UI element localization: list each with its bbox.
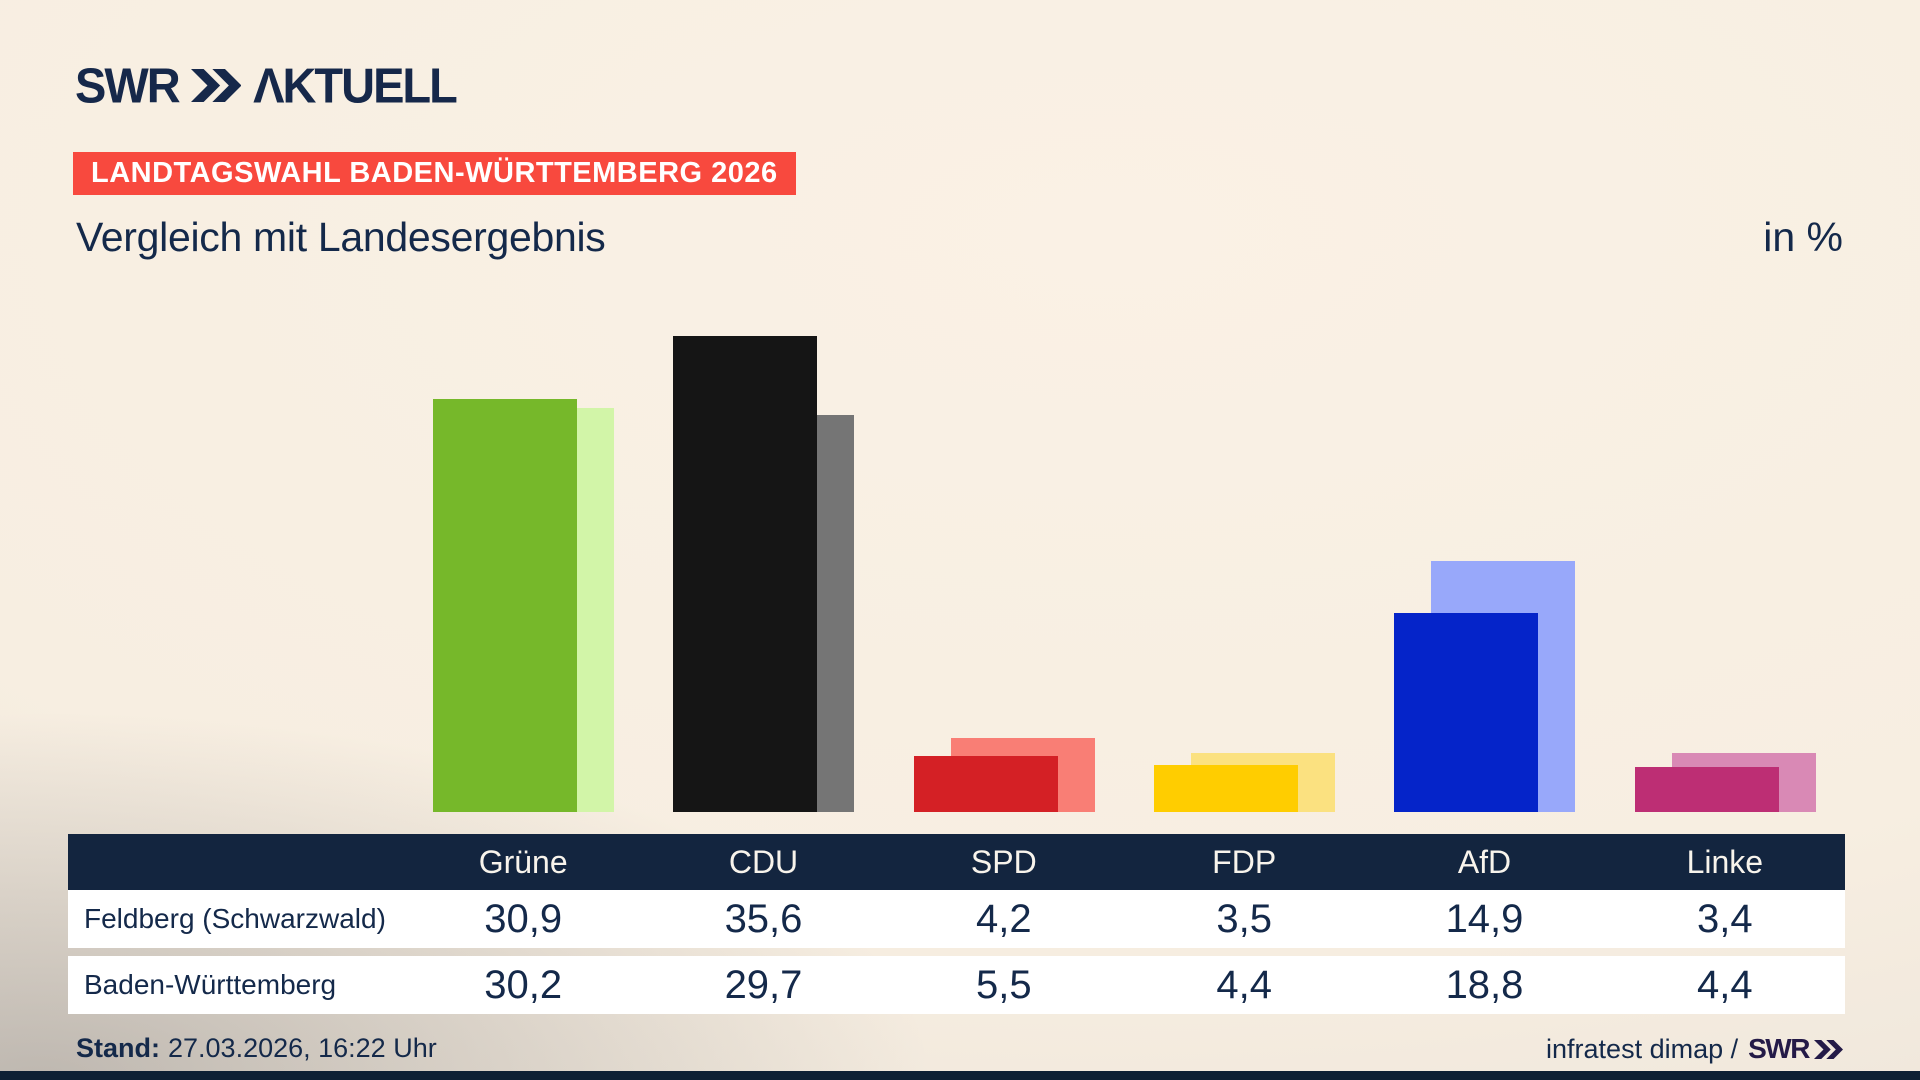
cell-land-afd: 18,8 [1445,963,1524,1007]
swr-mini-logo: SWR [1748,1033,1843,1065]
bar-feldberg-linke [1634,766,1779,812]
aktuell-logo-text: ΛKTUELL [253,57,458,114]
cell-feldberg-spd: 4,2 [976,897,1032,941]
unit-label: in % [1763,214,1843,260]
timestamp: Stand: 27.03.2026, 16:22 Uhr [76,1033,437,1064]
bar-feldberg-cdu [673,336,818,812]
bar-feldberg-gruene [432,398,577,812]
cell-land-gruene: 30,2 [484,963,563,1007]
column-header-fdp: FDP [1212,844,1277,880]
row-label-land: Baden-Württemberg [84,969,337,1000]
stand-label: Stand: [76,1033,160,1063]
column-header-cdu: CDU [728,844,799,880]
credit-text: infratest dimap / [1546,1033,1739,1064]
row-label-feldberg: Feldberg (Schwarzwald) [84,903,386,934]
election-badge: LANDTAGSWAHL BADEN-WÜRTTEMBERG 2026 [73,152,796,195]
cell-feldberg-linke: 3,4 [1697,897,1753,941]
bar-feldberg-afd [1394,612,1539,812]
cell-feldberg-afd: 14,9 [1445,897,1524,941]
table-row-land: Baden-Württemberg 30,2 29,7 5,5 4,4 18,8 4,4 [68,956,1845,1014]
swr-mini-logo-text: SWR [1748,1033,1810,1064]
cell-feldberg-gruene: 30,9 [484,897,563,941]
bottom-brand-strip [0,1071,1920,1080]
cell-land-linke: 4,4 [1697,963,1753,1007]
source-credit: infratest dimap / SWR [1546,1033,1843,1065]
table-header-row: Grüne CDU SPD FDP AfD Linke [68,834,1845,890]
cell-feldberg-cdu: 35,6 [724,897,803,941]
column-header-afd: AfD [1457,844,1512,880]
swr-logo-text: SWR [75,57,181,114]
bar-feldberg-fdp [1153,765,1298,812]
chart-title: Vergleich mit Landesergebnis [76,214,606,260]
swr-aktuell-logo: SWR ΛKTUELL [75,57,458,114]
cell-land-cdu: 29,7 [724,963,803,1007]
table-row-gap [68,948,1845,956]
column-header-spd: SPD [970,844,1037,880]
table-row-feldberg: Feldberg (Schwarzwald) 30,9 35,6 4,2 3,5 14,… [68,890,1845,948]
cell-land-fdp: 4,4 [1216,963,1272,1007]
results-table: Grüne CDU SPD FDP AfD Linke Feldberg (Schwarz… [68,834,1845,1014]
stand-value: 27.03.2026, 16:22 Uhr [168,1033,437,1063]
column-header-gruene: Grüne [478,844,568,880]
bar-feldberg-spd [913,755,1058,812]
column-header-linke: Linke [1686,844,1764,880]
double-chevron-icon [190,69,242,102]
cell-feldberg-fdp: 3,5 [1216,897,1272,941]
cell-land-spd: 5,5 [976,963,1032,1007]
double-chevron-icon [1813,1039,1843,1059]
